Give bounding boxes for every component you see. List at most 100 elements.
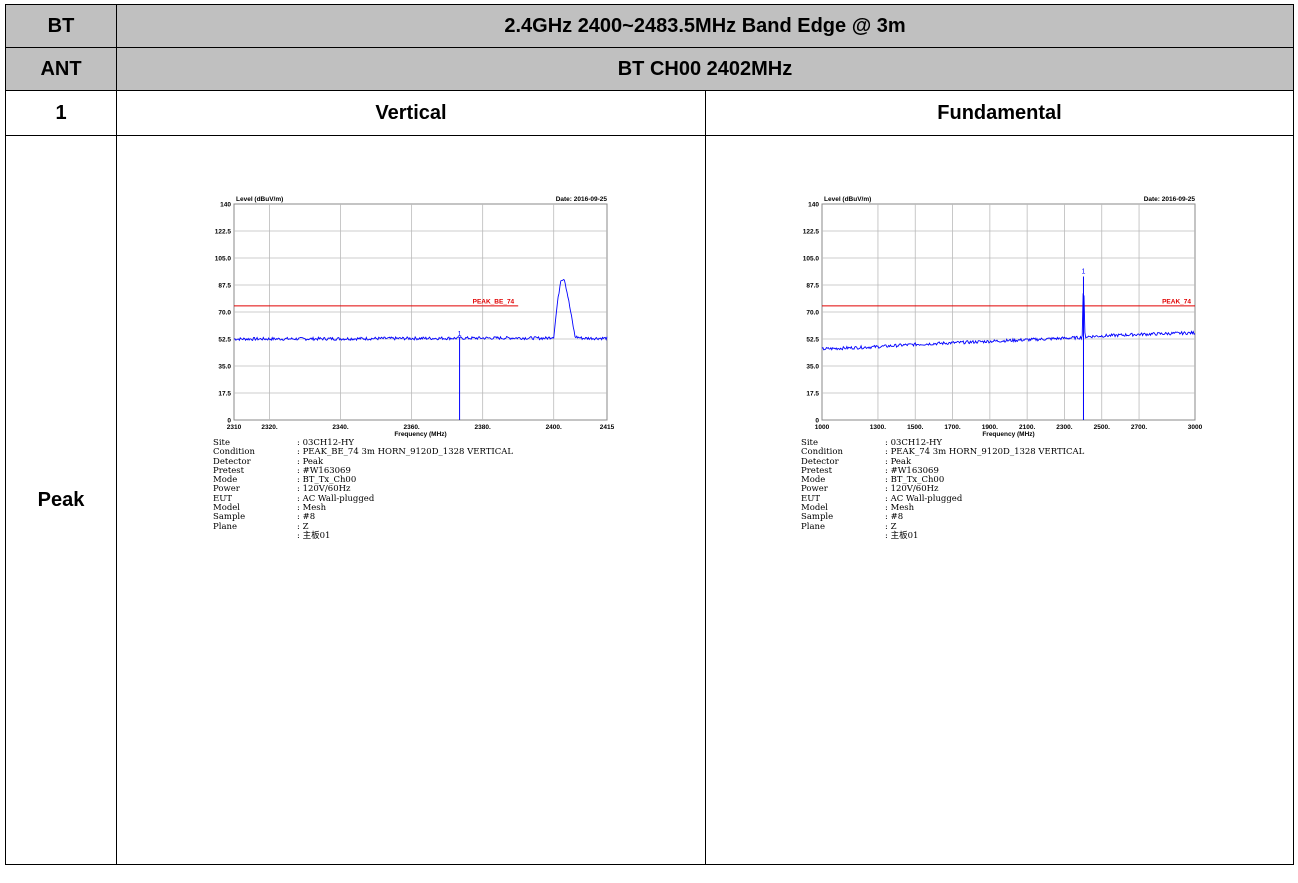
- info-row: Site : 03CH12-HY: [801, 438, 1084, 448]
- info-value: : 03CH12-HY: [885, 438, 943, 448]
- info-key: Power: [213, 484, 240, 495]
- info-key: Site: [213, 438, 230, 448]
- info-key: Sample: [213, 512, 246, 523]
- info-row: Condition : PEAK_BE_74 3m HORN_9120D_1328…: [213, 447, 514, 458]
- info-row: Power : 120V/60Hz: [801, 484, 1084, 495]
- info-value: : Mesh: [297, 503, 327, 514]
- x-tick-label: 1300.: [870, 424, 886, 431]
- info-value: : 120V/60Hz: [297, 484, 351, 495]
- info-key: Plane: [801, 521, 826, 532]
- x-tick-label: 2700.: [1131, 424, 1147, 431]
- row-index: 1: [5, 90, 117, 136]
- info-key: Detector: [801, 456, 839, 467]
- info-value: : BT_Tx_Ch00: [297, 475, 357, 486]
- limit-line-label: PEAK_BE_74: [473, 298, 515, 305]
- ant-label: ANT: [5, 47, 117, 91]
- info-key: Pretest: [213, 465, 245, 476]
- info-key: Condition: [801, 447, 843, 458]
- y-tick-label: 122.5: [215, 229, 232, 236]
- info-key: Site: [801, 438, 818, 448]
- x-tick-label: 2300.: [1056, 424, 1072, 431]
- info-row: Plane : Z: [213, 521, 513, 532]
- spectrum-trace: [821, 293, 1196, 351]
- info-value: : Z: [297, 521, 309, 532]
- y-axis-label: Level (dBuV/m): [236, 196, 283, 203]
- info-value: : BT_Tx_Ch00: [885, 475, 945, 486]
- info-row: Condition : PEAK_74 3m HORN_9120D_1328 VE…: [801, 447, 1085, 458]
- info-value: : PEAK_74 3m HORN_9120D_1328 VERTICAL: [885, 447, 1085, 458]
- info-value: : AC Wall-plugged: [297, 493, 375, 504]
- fundamental-heading: Fundamental: [705, 90, 1294, 136]
- info-row: Mode : BT_Tx_Ch00: [801, 475, 1084, 486]
- x-tick-label: 2500.: [1094, 424, 1110, 431]
- spectrum-trace: [233, 279, 608, 342]
- info-row: Model: Mesh: [801, 503, 1084, 514]
- info-value: : #W163069: [885, 465, 939, 476]
- x-tick-label: 2310: [227, 424, 242, 431]
- vertical-plot-cell: 140 122.5 105.0 87.5 70.0 52.5 35.0 17.5 0 2310 23…: [116, 135, 706, 865]
- x-tick-label: 2100.: [1019, 424, 1035, 431]
- x-tick-label: 2340.: [332, 424, 348, 431]
- info-key: Condition: [213, 447, 255, 458]
- y-tick-label: 70.0: [218, 310, 231, 317]
- info-row: : 主板01: [801, 530, 1084, 541]
- x-tick-label: 2360.: [403, 424, 419, 431]
- x-tick-label: 1000: [815, 424, 830, 431]
- info-row: EUT: AC Wall-plugged: [801, 493, 1084, 504]
- date-label: Date: 2016-09-25: [1144, 196, 1196, 203]
- info-row: Sample: #8: [213, 512, 513, 523]
- info-value: : Z: [885, 521, 897, 532]
- info-value: : 03CH12-HY: [297, 438, 355, 448]
- x-axis-label: Frequency (MHz): [394, 431, 446, 438]
- info-key: Detector: [213, 456, 251, 467]
- info-key: EUT: [213, 493, 233, 504]
- y-tick-label: 140: [220, 202, 231, 209]
- info-row: Plane : Z: [801, 521, 1084, 532]
- info-row: Pretest: #W163069: [213, 465, 513, 476]
- info-key: Pretest: [801, 465, 833, 476]
- info-key: Model: [213, 503, 241, 514]
- info-row: Detector : Peak: [801, 456, 1084, 467]
- info-value: : 主板01: [885, 530, 919, 541]
- y-axis-label: Level (dBuV/m): [824, 196, 871, 203]
- y-tick-label: 35.0: [218, 364, 231, 371]
- info-key: Sample: [801, 512, 834, 523]
- marker-label: 1: [458, 331, 462, 338]
- ant-value: BT CH00 2402MHz: [116, 47, 1294, 91]
- table-title: 2.4GHz 2400~2483.5MHz Band Edge @ 3m: [116, 4, 1294, 48]
- x-tick-label: 1700.: [944, 424, 960, 431]
- y-tick-label: 17.5: [806, 391, 819, 398]
- info-key: Mode: [213, 475, 238, 486]
- info-row: EUT : AC Wall-plugged: [213, 493, 513, 504]
- y-tick-label: 105.0: [803, 256, 820, 263]
- info-key: EUT: [801, 493, 821, 504]
- limit-line-label: PEAK_74: [1162, 298, 1191, 305]
- x-tick-label: 2415: [600, 424, 615, 431]
- info-value: : 120V/60Hz: [885, 484, 939, 495]
- info-key: Plane: [213, 521, 238, 532]
- y-tick-label: 105.0: [215, 256, 232, 263]
- x-tick-label: 1900.: [982, 424, 998, 431]
- info-value: : Peak: [885, 456, 912, 467]
- info-key: Mode: [801, 475, 826, 486]
- info-row: Detector: Peak: [213, 456, 513, 467]
- info-value: : PEAK_BE_74 3m HORN_9120D_1328 VERTICAL: [297, 447, 514, 458]
- info-key: Power: [801, 484, 828, 495]
- info-value: : 主板01: [297, 530, 331, 541]
- info-value: : #8: [885, 512, 904, 523]
- info-key: Model: [801, 503, 829, 514]
- y-tick-label: 52.5: [806, 337, 819, 344]
- marker-label: 1: [1082, 269, 1086, 276]
- date-label: Date: 2016-09-25: [556, 196, 608, 203]
- y-tick-label: 140: [808, 202, 819, 209]
- x-tick-label: 2380.: [475, 424, 491, 431]
- info-key: [213, 532, 297, 541]
- report-table: BT 2.4GHz 2400~2483.5MHz Band Edge @ 3m …: [5, 4, 1294, 865]
- fundamental-plot: 140 122.5 105.0 87.5 70.0 52.5 35.0 17.5 0 1000 13…: [788, 190, 1208, 446]
- x-tick-label: 2400.: [546, 424, 562, 431]
- info-row: Pretest : #W163069: [801, 465, 1084, 476]
- vertical-plot: 140 122.5 105.0 87.5 70.0 52.5 35.0 17.5 0 2310 23…: [200, 190, 620, 446]
- x-tick-label: 1500.: [907, 424, 923, 431]
